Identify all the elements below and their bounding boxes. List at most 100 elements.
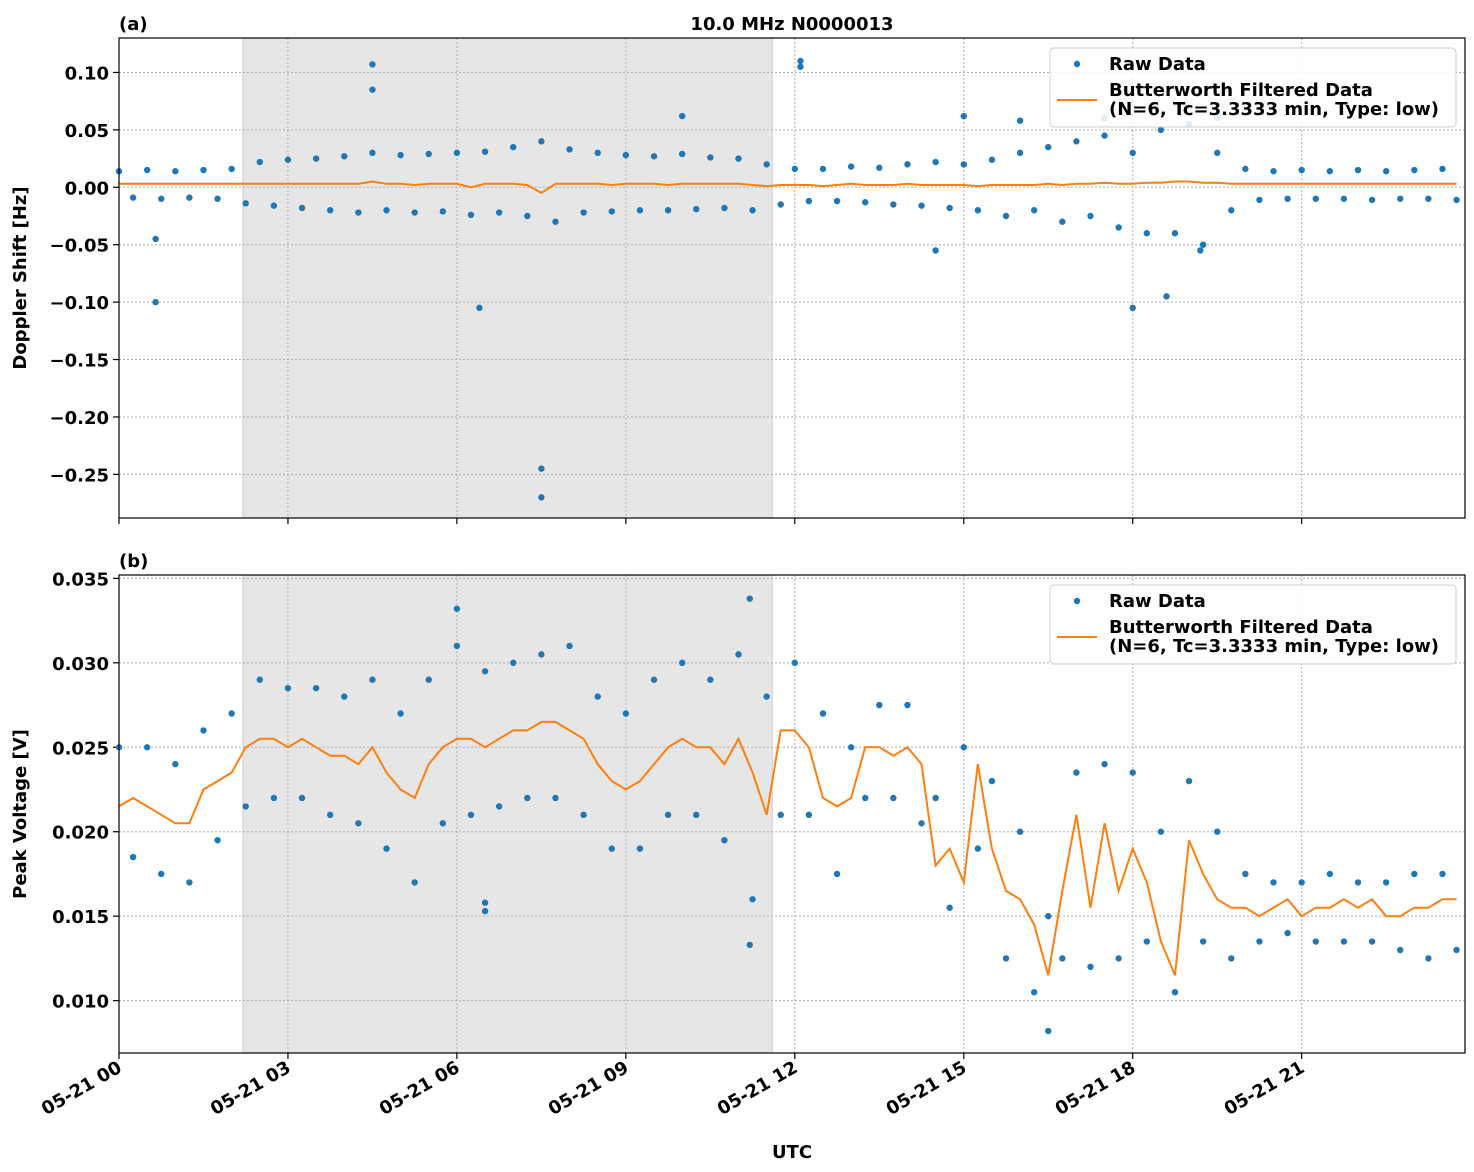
raw-point xyxy=(1002,955,1010,962)
raw-point xyxy=(918,820,925,827)
raw-point xyxy=(749,207,756,214)
raw-point xyxy=(904,701,911,709)
raw-point xyxy=(664,811,672,819)
raw-point xyxy=(510,659,517,667)
raw-point xyxy=(580,811,587,819)
raw-point xyxy=(1382,879,1390,886)
raw-point xyxy=(256,676,263,683)
plot-area xyxy=(115,595,1460,1035)
raw-point xyxy=(580,209,587,216)
raw-point xyxy=(932,247,939,254)
raw-point xyxy=(1087,212,1094,220)
y-axis-label: Peak Voltage [V] xyxy=(10,729,31,899)
raw-point xyxy=(946,904,953,911)
raw-point xyxy=(524,212,531,220)
raw-point xyxy=(791,659,799,667)
raw-point xyxy=(890,794,897,802)
raw-point xyxy=(1368,938,1376,945)
raw-point xyxy=(763,693,770,700)
raw-point xyxy=(693,811,700,819)
raw-point xyxy=(143,744,151,751)
raw-point xyxy=(876,701,883,709)
raw-point xyxy=(847,744,855,751)
raw-point xyxy=(763,161,770,168)
plot-area xyxy=(115,57,1460,501)
raw-point xyxy=(1016,117,1024,124)
x-tick-label: 05-21 06 xyxy=(376,1057,463,1120)
raw-point xyxy=(1453,946,1460,954)
y-tick-label: −0.20 xyxy=(50,408,110,429)
raw-point xyxy=(1284,929,1291,937)
legend-label-detail: (N=6, Tc=3.3333 min, Type: low) xyxy=(1109,636,1439,657)
raw-point xyxy=(636,845,644,852)
y-tick-label: −0.15 xyxy=(50,351,110,372)
raw-point xyxy=(552,218,559,225)
raw-point xyxy=(284,684,292,692)
raw-point xyxy=(1059,955,1066,962)
raw-point xyxy=(678,112,686,120)
raw-point xyxy=(242,803,249,810)
raw-point xyxy=(439,208,447,215)
raw-point xyxy=(476,304,483,312)
raw-point xyxy=(143,166,151,174)
raw-point xyxy=(1199,241,1207,248)
raw-point xyxy=(749,896,756,903)
raw-point xyxy=(1298,879,1305,886)
raw-point xyxy=(1171,230,1179,237)
raw-point xyxy=(481,907,489,915)
raw-point xyxy=(1045,912,1052,920)
raw-point xyxy=(1256,938,1263,945)
raw-point xyxy=(960,161,967,168)
raw-point xyxy=(1129,304,1136,312)
raw-point xyxy=(1312,195,1319,202)
raw-point xyxy=(1059,218,1066,225)
x-tick-label: 05-21 12 xyxy=(714,1057,801,1120)
raw-point xyxy=(152,235,159,243)
raw-point xyxy=(974,845,982,852)
raw-point xyxy=(1326,870,1334,878)
raw-point xyxy=(1101,760,1108,768)
raw-point xyxy=(510,143,517,151)
raw-point xyxy=(439,820,447,827)
raw-point xyxy=(538,465,545,472)
raw-point xyxy=(383,207,390,214)
raw-point xyxy=(158,195,165,202)
raw-point xyxy=(566,642,573,650)
raw-point xyxy=(172,760,179,768)
y-tick-label: 0.035 xyxy=(52,569,109,590)
y-tick-label: 0.010 xyxy=(52,992,109,1013)
raw-point xyxy=(594,693,601,700)
raw-point xyxy=(552,794,559,802)
raw-point xyxy=(1256,196,1263,204)
raw-point xyxy=(833,197,841,205)
raw-point xyxy=(1045,1027,1052,1035)
raw-point xyxy=(1284,195,1291,202)
x-axis-label: UTC xyxy=(772,1142,812,1163)
raw-point xyxy=(158,870,165,878)
y-tick-label: 0.05 xyxy=(65,121,109,142)
raw-point xyxy=(1157,828,1165,835)
raw-point xyxy=(200,166,207,174)
legend-box xyxy=(1049,47,1457,128)
raw-point xyxy=(453,149,461,157)
y-tick-label: 0.015 xyxy=(52,907,109,928)
y-tick-label: 0.10 xyxy=(65,63,109,84)
raw-point xyxy=(538,138,545,145)
raw-point xyxy=(1016,149,1024,157)
raw-point xyxy=(453,642,461,650)
raw-point xyxy=(1073,138,1080,145)
raw-point xyxy=(1298,166,1305,174)
raw-point xyxy=(608,208,615,215)
raw-point xyxy=(298,794,306,802)
raw-point xyxy=(1228,207,1235,214)
raw-point xyxy=(988,156,996,163)
raw-point xyxy=(566,146,573,153)
raw-point xyxy=(242,200,249,207)
x-tick-label: 05-21 21 xyxy=(1221,1057,1308,1120)
legend-box xyxy=(1049,584,1457,665)
raw-point xyxy=(495,803,503,810)
raw-point xyxy=(819,165,827,173)
raw-point xyxy=(369,676,376,683)
raw-point xyxy=(819,710,827,717)
